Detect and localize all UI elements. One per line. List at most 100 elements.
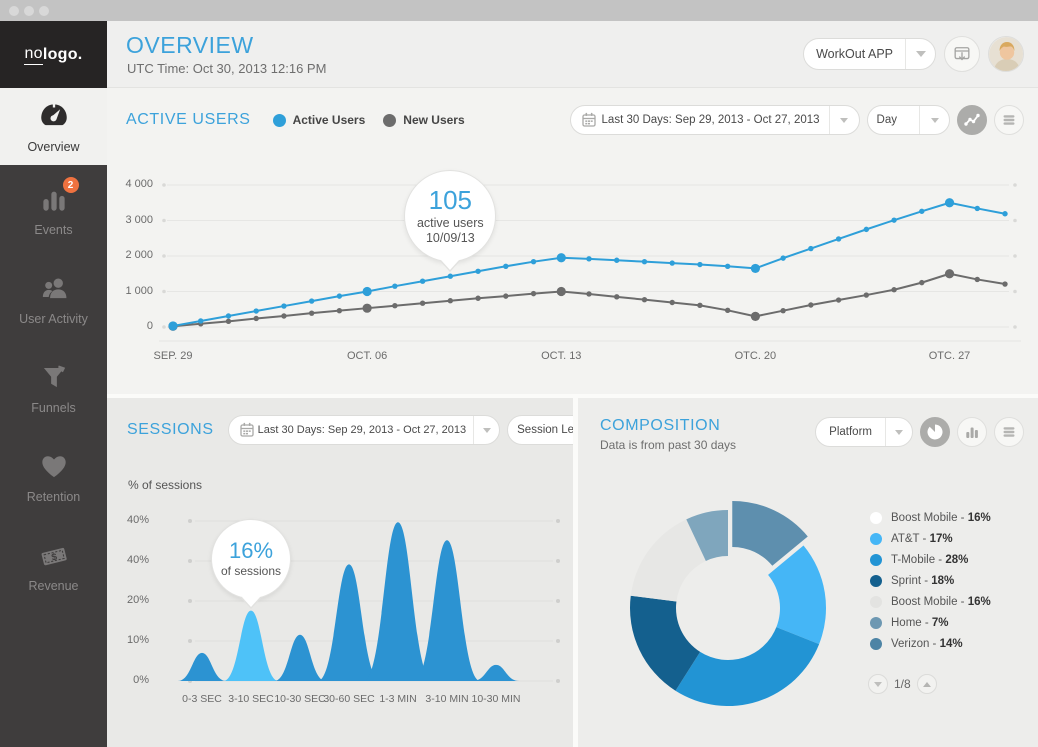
- donut-slice-verizon[interactable]: [732, 500, 808, 566]
- platform-arrow[interactable]: [885, 418, 912, 446]
- legend-item-active-users[interactable]: Active Users: [272, 113, 365, 127]
- peak-3-10-min[interactable]: [413, 540, 481, 681]
- sidebar-item-label: Retention: [26, 490, 81, 504]
- peak-10-30-min[interactable]: [472, 664, 520, 681]
- x-axis-tick: OTC. 27: [928, 350, 971, 362]
- sidebar-item-overview[interactable]: Overview: [0, 88, 107, 165]
- donut-slice-at-t[interactable]: [768, 545, 827, 645]
- legend-label: T-Mobile - 28%: [891, 553, 969, 566]
- donut-slice-sprint[interactable]: [629, 595, 701, 691]
- peak-1-3-min[interactable]: [363, 522, 433, 682]
- legend-item-verizon[interactable]: Verizon - 14%: [870, 633, 991, 654]
- donut-slice-home[interactable]: [686, 510, 728, 561]
- page-up-button[interactable]: [916, 674, 937, 694]
- platform-value: Platform: [829, 426, 872, 438]
- tooltip-date: 10/09/13: [425, 231, 475, 246]
- legend-pct: 18%: [931, 574, 955, 587]
- bar-view-button[interactable]: [957, 417, 987, 447]
- y-axis-tick: 3 000: [125, 213, 153, 226]
- legend-item-boost-mobile[interactable]: Boost Mobile - 16%: [870, 591, 991, 612]
- legend-item-new-users[interactable]: New Users: [383, 113, 465, 127]
- avatar[interactable]: [988, 36, 1024, 72]
- bar-chart-icon: [962, 422, 982, 442]
- utc-time: UTC Time: Oct 30, 2013 12:16 PM: [127, 61, 327, 76]
- donut-slice-boost-mobile[interactable]: [630, 519, 706, 602]
- sessions-date-range-dropdown[interactable]: Last 30 Days: Sep 29, 2013 - Oct 27, 201…: [227, 415, 501, 445]
- date-range-arrow[interactable]: [828, 106, 859, 134]
- app-selector-arrow[interactable]: [905, 39, 935, 69]
- app-selector-dropdown[interactable]: WorkOut APP: [803, 38, 936, 70]
- date-range-value: Last 30 Days: Sep 29, 2013 - Oct 27, 201…: [601, 114, 820, 126]
- window-dot-icon[interactable]: [9, 5, 19, 16]
- bar-chart-icon: 2: [37, 177, 79, 216]
- legend-item-sprint[interactable]: Sprint - 18%: [870, 570, 991, 591]
- sidebar-nav: Overview 2 Events User Activity Funnels Reten…: [0, 88, 107, 610]
- calendar-icon: [581, 112, 597, 128]
- menu-button[interactable]: [994, 417, 1024, 447]
- window-dot-icon[interactable]: [39, 5, 49, 16]
- sessions-chart[interactable]: [157, 510, 567, 690]
- date-range-dropdown[interactable]: Last 30 Days: Sep 29, 2013 - Oct 27, 201…: [569, 105, 860, 135]
- granularity-value: Day: [876, 114, 897, 126]
- legend-item-t-mobile[interactable]: T-Mobile - 28%: [870, 549, 991, 570]
- peak-30-60-sec[interactable]: [317, 564, 381, 681]
- sidebar-item-retention[interactable]: Retention: [0, 432, 107, 521]
- composition-subtitle: Data is from past 30 days: [600, 438, 737, 452]
- svg-text:$: $: [50, 551, 58, 563]
- sidebar-item-events[interactable]: 2 Events: [0, 165, 107, 254]
- sidebar-item-label: User Activity: [19, 312, 88, 326]
- export-icon: [952, 44, 972, 64]
- legend-pct: 28%: [945, 553, 969, 566]
- line-chart-icon: [962, 110, 982, 130]
- legend-item-boost-mobile[interactable]: Boost Mobile - 16%: [870, 507, 991, 528]
- chevron-down-icon: [895, 429, 903, 435]
- sidebar-item-label: Overview: [27, 140, 80, 154]
- legend-item-at-t[interactable]: AT&T - 17%: [870, 528, 991, 549]
- series-new-users: [168, 269, 1008, 331]
- peak-10-30-sec[interactable]: [274, 634, 326, 681]
- pie-view-button[interactable]: [920, 417, 950, 447]
- chevron-down-icon: [840, 117, 849, 123]
- peak-3-10-sec[interactable]: [223, 610, 279, 681]
- granularity-arrow[interactable]: [919, 106, 949, 134]
- sidebar-item-label: Revenue: [28, 579, 79, 593]
- y-axis-tick: 10%: [126, 634, 149, 646]
- sidebar-item-label: Funnels: [31, 401, 76, 415]
- export-button[interactable]: [944, 36, 980, 72]
- sessions-date-range-value: Last 30 Days: Sep 29, 2013 - Oct 27, 201…: [257, 424, 467, 436]
- chart-tooltip: 16% of sessions: [211, 518, 291, 599]
- y-axis-tick: 40%: [126, 554, 149, 566]
- line-chart-view-button[interactable]: [957, 105, 987, 135]
- menu-button[interactable]: [994, 105, 1024, 135]
- sidebar-item-user-activity[interactable]: User Activity: [0, 254, 107, 343]
- granularity-dropdown[interactable]: Day: [866, 105, 950, 135]
- chevron-down-icon: [874, 681, 882, 687]
- legend-label: Boost Mobile - 16%: [891, 511, 991, 524]
- tooltip-value: 16%: [228, 538, 274, 564]
- section-divider: [107, 394, 1038, 398]
- hamburger-icon: [999, 422, 1019, 442]
- window-titlebar: [0, 0, 1038, 21]
- chart-tooltip: 105 active users 10/09/13: [404, 170, 497, 263]
- active-users-chart[interactable]: [159, 170, 1021, 360]
- legend-label: Verizon - 14%: [891, 637, 963, 650]
- active-users-legend: Active Users New Users: [272, 113, 465, 127]
- sessions-date-range-arrow[interactable]: [473, 416, 499, 444]
- sidebar-item-revenue[interactable]: $ Revenue: [0, 521, 107, 610]
- legend-dot-icon: [870, 595, 882, 608]
- y-axis-tick: 0: [146, 320, 153, 332]
- series-dot-icon: [272, 113, 286, 127]
- donut-slice-t-mobile[interactable]: [675, 627, 820, 706]
- x-axis-tick: 10-30 MIN: [471, 693, 521, 705]
- active-users-title: ACTIVE USERS: [126, 111, 251, 128]
- composition-donut-chart[interactable]: [613, 493, 843, 723]
- platform-dropdown[interactable]: Platform: [815, 417, 913, 447]
- page-down-button[interactable]: [868, 674, 888, 694]
- sidebar-item-funnels[interactable]: Funnels: [0, 343, 107, 432]
- y-axis-tick: 20%: [126, 594, 149, 606]
- y-axis-tick: 2 000: [125, 249, 153, 261]
- legend-item-home[interactable]: Home - 7%: [870, 612, 991, 633]
- peak-0-3-sec[interactable]: [177, 652, 227, 681]
- window-dot-icon[interactable]: [24, 5, 34, 16]
- legend-dot-icon: [870, 553, 882, 566]
